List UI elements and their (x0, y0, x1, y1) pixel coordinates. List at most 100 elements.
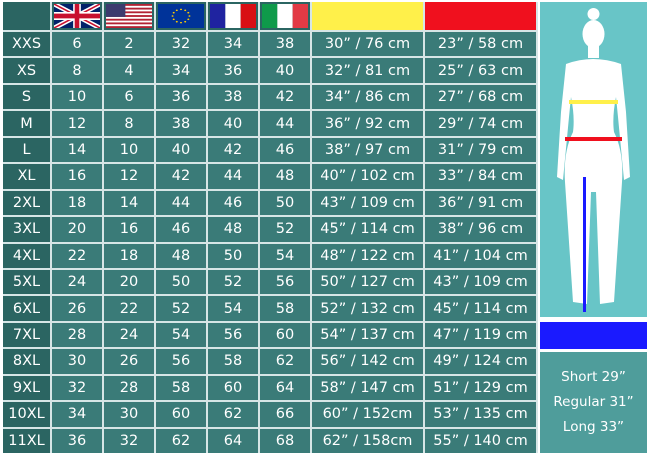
cell-hip: 33” / 84 cm (425, 164, 536, 189)
cell-hip: 29” / 74 cm (425, 111, 536, 136)
cell-waist: 60” / 152cm (312, 402, 423, 427)
cell-fr: 48 (208, 217, 258, 242)
cell-fr: 42 (208, 137, 258, 163)
cell-hip: 53” / 135 cm (425, 402, 536, 427)
cell-us: 26 (104, 349, 154, 374)
eu-flag-icon (158, 4, 204, 28)
cell-eu: 40 (156, 137, 206, 163)
cell-hip: 36” / 91 cm (425, 190, 536, 216)
body-figure (540, 2, 647, 317)
cell-it: 60 (260, 322, 310, 348)
cell-us: 6 (104, 84, 154, 110)
cell-us: 8 (104, 111, 154, 136)
cell-fr: 54 (208, 296, 258, 321)
cell-size: 8XL (3, 349, 50, 374)
cell-waist: 40” / 102 cm (312, 164, 423, 189)
cell-eu: 42 (156, 164, 206, 189)
cell-us: 16 (104, 217, 154, 242)
cell-uk: 28 (52, 322, 102, 348)
cell-hip: 43” / 109 cm (425, 269, 536, 295)
cell-hip: 31” / 79 cm (425, 137, 536, 163)
cell-size: 10XL (3, 402, 50, 427)
cell-waist: 54” / 137 cm (312, 322, 423, 348)
cell-eu: 60 (156, 402, 206, 427)
cell-uk: 26 (52, 296, 102, 321)
italy-flag-header (260, 2, 310, 30)
cell-uk: 12 (52, 111, 102, 136)
cell-waist: 56” / 142 cm (312, 349, 423, 374)
cell-fr: 40 (208, 111, 258, 136)
cell-us: 14 (104, 190, 154, 216)
uk-flag-header (52, 2, 102, 30)
cell-it: 46 (260, 137, 310, 163)
cell-size: 3XL (3, 217, 50, 242)
cell-fr: 58 (208, 349, 258, 374)
cell-eu: 36 (156, 84, 206, 110)
waist-line (569, 100, 618, 104)
cell-fr: 52 (208, 269, 258, 295)
cell-us: 20 (104, 269, 154, 295)
size-chart-table: XXS 6 2 32 34 38 30” / 76 cm 23” / 58 cm XS 8 4 34 3… (3, 2, 538, 453)
cell-it: 62 (260, 349, 310, 374)
cell-hip: 45” / 114 cm (425, 296, 536, 321)
cell-waist: 36” / 92 cm (312, 111, 423, 136)
cell-fr: 62 (208, 402, 258, 427)
cell-size: XS (3, 58, 50, 83)
cell-hip: 41” / 104 cm (425, 243, 536, 268)
uk-flag-icon (54, 4, 100, 28)
cell-waist: 32” / 81 cm (312, 58, 423, 83)
cell-us: 24 (104, 322, 154, 348)
cell-waist: 45” / 114 cm (312, 217, 423, 242)
cell-it: 66 (260, 402, 310, 427)
cell-size: S (3, 84, 50, 110)
cell-eu: 44 (156, 190, 206, 216)
cell-us: 12 (104, 164, 154, 189)
cell-waist: 50” / 127 cm (312, 269, 423, 295)
cell-fr: 64 (208, 428, 258, 453)
cell-hip: 23” / 58 cm (425, 32, 536, 57)
france-flag-icon (210, 4, 256, 28)
cell-waist: 38” / 97 cm (312, 137, 423, 163)
us-flag-icon (106, 4, 152, 28)
cell-size: 5XL (3, 269, 50, 295)
measurement-guide: Short 29” Regular 31” Long 33” (540, 2, 647, 453)
cell-fr: 60 (208, 375, 258, 401)
us-flag-header (104, 2, 154, 30)
inseam-short: Short 29” (561, 369, 626, 385)
hip-line (565, 137, 622, 141)
cell-it: 68 (260, 428, 310, 453)
cell-size: XL (3, 164, 50, 189)
cell-uk: 20 (52, 217, 102, 242)
cell-uk: 24 (52, 269, 102, 295)
cell-waist: 48” / 122 cm (312, 243, 423, 268)
inseam-line (583, 177, 586, 312)
cell-eu: 50 (156, 269, 206, 295)
cell-fr: 56 (208, 322, 258, 348)
cell-hip: 27” / 68 cm (425, 84, 536, 110)
cell-us: 28 (104, 375, 154, 401)
cell-fr: 50 (208, 243, 258, 268)
cell-size: 2XL (3, 190, 50, 216)
cell-us: 22 (104, 296, 154, 321)
cell-size: 9XL (3, 375, 50, 401)
cell-fr: 44 (208, 164, 258, 189)
cell-waist: 34” / 86 cm (312, 84, 423, 110)
cell-us: 18 (104, 243, 154, 268)
france-flag-header (208, 2, 258, 30)
cell-eu: 48 (156, 243, 206, 268)
italy-flag-icon (262, 4, 308, 28)
cell-waist: 62” / 158cm (312, 428, 423, 453)
cell-waist: 58” / 147 cm (312, 375, 423, 401)
cell-eu: 38 (156, 111, 206, 136)
cell-eu: 34 (156, 58, 206, 83)
cell-fr: 34 (208, 32, 258, 57)
cell-size: 6XL (3, 296, 50, 321)
cell-it: 50 (260, 190, 310, 216)
inseam-lengths: Short 29” Regular 31” Long 33” (540, 352, 647, 453)
cell-uk: 10 (52, 84, 102, 110)
cell-it: 54 (260, 243, 310, 268)
cell-uk: 32 (52, 375, 102, 401)
cell-size: L (3, 137, 50, 163)
cell-eu: 62 (156, 428, 206, 453)
cell-size: XXS (3, 32, 50, 57)
